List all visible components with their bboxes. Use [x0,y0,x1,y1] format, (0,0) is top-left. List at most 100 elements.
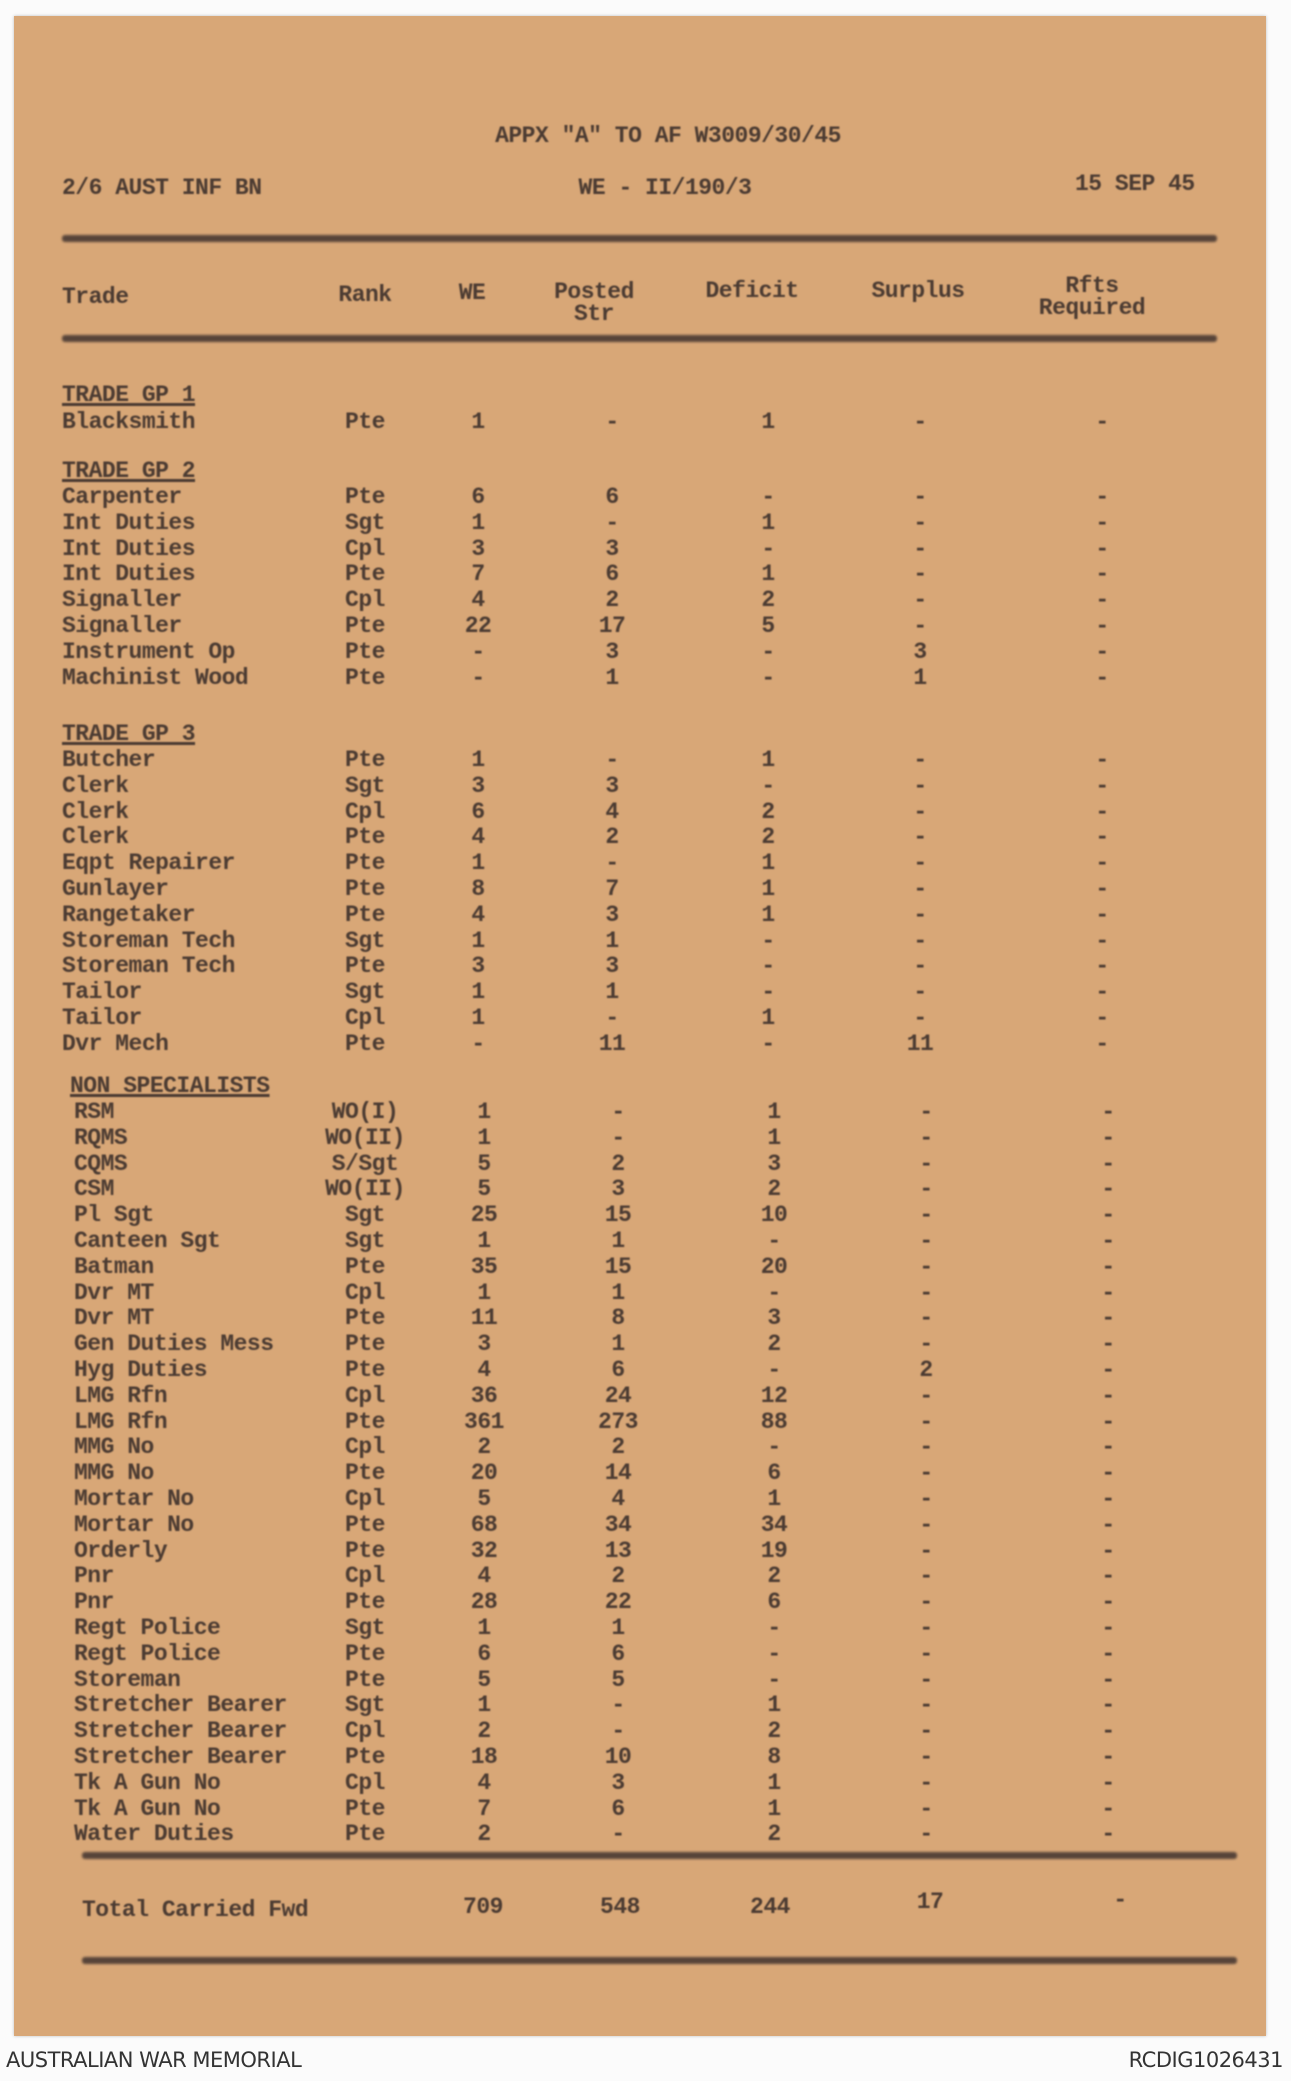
cell-we: 1 [471,927,485,954]
cell-deficit: 1 [761,876,775,902]
cell-deficit: 1 [767,1486,781,1512]
cell-posted: 5 [611,1666,625,1693]
cell-surplus: - [913,850,927,877]
cell-deficit: - [761,484,775,510]
cell-we: 1 [477,1692,491,1719]
cell-we: 3 [471,535,485,562]
cell-surplus: - [919,1640,933,1667]
cell-surplus: - [919,1331,933,1358]
cell-rank: WO(II) [325,1176,405,1203]
cell-surplus: - [913,587,927,614]
cell-rfts: - [1101,1202,1115,1229]
cell-deficit: - [761,1030,775,1057]
cell-posted: - [611,1099,625,1125]
cell-rfts: - [1095,747,1109,773]
cell-rank: Cpl [345,1769,385,1796]
cell-rank: Pte [345,1795,385,1822]
cell-surplus: - [919,1408,933,1435]
cell-posted: 2 [611,1434,625,1461]
cell-surplus: - [919,1537,933,1564]
cell-rfts: - [1095,953,1109,980]
cell-surplus: - [919,1228,933,1254]
cell-rfts: - [1095,587,1109,614]
cell-rfts: - [1101,1589,1115,1616]
cell-rfts: - [1095,535,1109,562]
cell-trade: Rangetaker [62,901,196,928]
cell-rank: Sgt [345,772,385,799]
col-header-rfts-required: Rfts Required [1039,275,1146,320]
cell-posted: 3 [611,1769,625,1796]
cell-posted: 11 [598,1030,626,1057]
cell-deficit: - [761,638,775,665]
cell-trade: MMG No [74,1434,154,1461]
document-title: APPX "A" TO AF W3009/30/45 [495,123,841,149]
cell-trade: Regt Police [74,1640,221,1667]
cell-rfts: - [1101,1718,1115,1745]
cell-trade: Batman [74,1253,154,1280]
cell-trade: Water Duties [74,1821,234,1848]
cell-we: 32 [470,1537,498,1564]
cell-rank: Pte [345,1408,385,1435]
cell-rank: Pte [345,1253,385,1280]
cell-posted: 7 [605,876,619,902]
cell-rank: Cpl [345,1382,385,1409]
cell-trade: Stretcher Bearer [74,1718,287,1745]
cell-deficit: 1 [767,1795,781,1822]
cell-we: 1 [477,1099,491,1125]
cell-deficit: 1 [761,509,775,536]
cell-rfts: - [1101,1460,1115,1487]
cell-rfts: - [1101,1563,1115,1590]
cell-surplus: - [919,1460,933,1487]
cell-posted: 10 [604,1744,632,1770]
header-rule [62,335,1217,342]
cell-posted: 8 [611,1305,625,1332]
cell-surplus: - [919,1821,933,1848]
cell-surplus: - [919,1692,933,1719]
cell-surplus: - [913,979,927,1006]
cell-trade: Clerk [62,798,129,825]
cell-rfts: - [1101,1511,1115,1538]
cell-deficit: - [761,535,775,562]
cell-trade: Pl Sgt [74,1202,154,1229]
cell-rank: Cpl [345,1279,385,1306]
cell-surplus: - [913,901,927,928]
cell-trade: Signaller [62,613,182,639]
cell-deficit: - [761,664,775,691]
total-rfts: - [1113,1887,1127,1913]
cell-posted: 1 [605,979,619,1006]
cell-trade: Storeman Tech [62,953,235,980]
cell-deficit: 34 [760,1511,788,1538]
cell-deficit: 2 [767,1176,781,1203]
cell-deficit: - [767,1615,781,1641]
cell-posted: 3 [605,638,619,665]
cell-we: 1 [477,1124,491,1151]
cell-posted: 17 [598,613,626,639]
cell-we: - [471,664,485,691]
total-posted: 548 [600,1894,640,1920]
document-date: 15 SEP 45 [1075,171,1195,197]
cell-rfts: - [1101,1795,1115,1822]
cell-deficit: 20 [760,1253,788,1280]
cell-posted: - [611,1821,625,1848]
cell-deficit: 1 [761,850,775,877]
cell-we: 6 [471,484,485,510]
cell-posted: 1 [605,664,619,691]
cell-deficit: 1 [767,1099,781,1125]
cell-rfts: - [1095,979,1109,1006]
cell-trade: Regt Police [74,1615,221,1641]
cell-deficit: 12 [760,1382,788,1409]
cell-posted: - [605,409,619,435]
cell-we: 4 [477,1357,491,1383]
section-title: NON SPECIALISTS [70,1073,270,1099]
cell-surplus: - [913,509,927,536]
cell-trade: Dvr MT [74,1305,154,1332]
cell-trade: Int Duties [62,535,196,562]
cell-we: 35 [470,1253,498,1280]
cell-posted: - [611,1124,625,1151]
cell-posted: 3 [605,535,619,562]
cell-surplus: - [919,1589,933,1616]
cell-we: 4 [477,1563,491,1590]
col-header-posted-line2: Str [574,301,614,327]
cell-rank: Pte [345,876,385,902]
cell-rank: Pte [345,561,385,588]
